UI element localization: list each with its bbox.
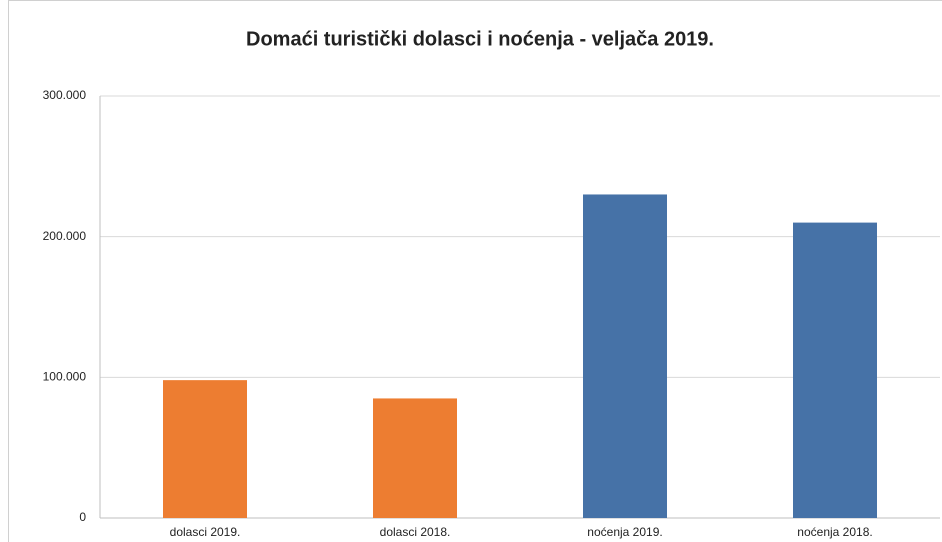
bar: [163, 380, 247, 518]
bar: [583, 194, 667, 518]
x-tick-label: noćenja 2019.: [587, 525, 662, 539]
y-tick-label: 100.000: [43, 370, 87, 384]
x-tick-label: dolasci 2019.: [170, 525, 241, 539]
y-tick-label: 0: [79, 510, 86, 524]
chart-title: Domaći turistički dolasci i noćenja - ve…: [246, 28, 714, 50]
x-tick-label: dolasci 2018.: [380, 525, 451, 539]
bar: [793, 222, 877, 518]
y-tick-label: 200.000: [43, 229, 87, 243]
x-tick-label: noćenja 2018.: [797, 525, 872, 539]
y-tick-label: 300.000: [43, 88, 87, 102]
bar: [373, 398, 457, 518]
